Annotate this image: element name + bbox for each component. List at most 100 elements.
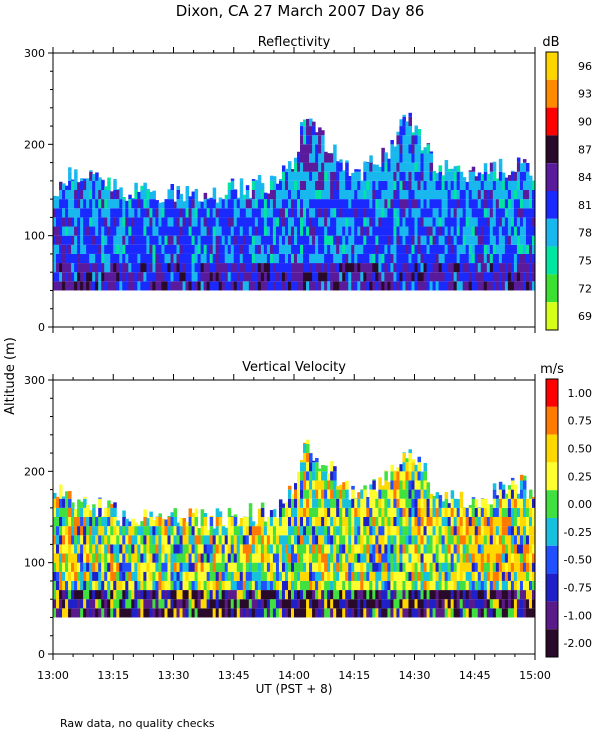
heatmap-cell xyxy=(504,226,509,236)
heatmap-cell xyxy=(432,535,437,545)
heatmap-cell xyxy=(369,217,373,227)
heatmap-cell xyxy=(321,544,325,554)
heatmap-cell xyxy=(531,553,536,563)
heatmap-cell xyxy=(200,608,205,618)
heatmap-cell xyxy=(188,562,193,572)
heatmap-cell xyxy=(287,253,292,264)
heatmap-cell xyxy=(224,590,229,600)
heatmap-cell xyxy=(200,235,205,245)
heatmap-cell xyxy=(411,190,415,200)
heatmap-cell xyxy=(327,226,331,236)
heatmap-cell xyxy=(206,272,211,282)
heatmap-cell xyxy=(245,199,250,209)
heatmap-cell xyxy=(245,208,250,218)
heatmap-cell xyxy=(272,190,277,200)
heatmap-cell xyxy=(438,165,443,172)
heatmap-cell xyxy=(384,208,388,218)
heatmap-cell xyxy=(399,526,403,536)
heatmap-cell xyxy=(495,553,500,563)
heatmap-cell xyxy=(254,190,259,200)
heatmap-cell xyxy=(351,580,355,591)
heatmap-cell xyxy=(327,217,331,227)
heatmap-cell xyxy=(363,590,367,600)
heatmap-cell xyxy=(399,235,403,245)
heatmap-cell xyxy=(113,590,117,600)
heatmap-cell xyxy=(206,217,211,227)
heatmap-cell xyxy=(339,180,343,190)
heatmap-cell xyxy=(354,171,358,181)
heatmap-cell xyxy=(80,272,84,282)
heatmap-cell xyxy=(257,571,262,581)
heatmap-cell xyxy=(248,226,253,236)
heatmap-cell xyxy=(275,244,280,254)
heatmap-cell xyxy=(525,263,530,273)
heatmap-cell xyxy=(306,544,310,554)
heatmap-cell xyxy=(77,553,81,563)
heatmap-cell xyxy=(95,199,99,209)
heatmap-cell xyxy=(294,217,298,227)
heatmap-cell xyxy=(263,608,268,618)
heatmap-cell xyxy=(254,263,259,273)
heatmap-cell xyxy=(369,162,373,172)
heatmap-cell xyxy=(441,599,446,609)
heatmap-cell xyxy=(510,571,515,581)
heatmap-cell xyxy=(224,272,229,282)
heatmap-cell xyxy=(333,480,337,490)
heatmap-cell xyxy=(254,562,259,572)
heatmap-cell xyxy=(405,199,409,209)
heatmap-cell xyxy=(194,281,199,291)
heatmap-cell xyxy=(173,217,178,227)
heatmap-cell xyxy=(435,608,440,618)
heatmap-cell xyxy=(477,517,482,527)
heatmap-cell xyxy=(396,590,400,600)
heatmap-cell xyxy=(89,217,93,227)
heatmap-cell xyxy=(471,226,476,236)
heatmap-cell xyxy=(191,208,196,218)
heatmap-cell xyxy=(342,272,346,282)
heatmap-cell xyxy=(471,608,476,618)
heatmap-cell xyxy=(92,217,96,227)
heatmap-cell xyxy=(402,590,406,600)
colorbar-swatch xyxy=(546,135,558,164)
heatmap-cell xyxy=(417,517,422,527)
heatmap-cell xyxy=(254,590,259,600)
heatmap-cell xyxy=(197,528,202,536)
heatmap-cell xyxy=(510,562,515,572)
heatmap-cell xyxy=(450,544,455,554)
heatmap-cell xyxy=(468,272,473,282)
heatmap-cell xyxy=(71,535,75,545)
heatmap-cell xyxy=(522,498,527,508)
heatmap-cell xyxy=(182,535,187,545)
heatmap-cell xyxy=(140,535,144,545)
heatmap-cell xyxy=(432,190,437,200)
heatmap-cell xyxy=(164,544,168,554)
heatmap-cell xyxy=(209,608,214,618)
heatmap-cell xyxy=(224,599,229,609)
heatmap-cell xyxy=(83,208,87,218)
heatmap-cell xyxy=(254,235,259,245)
heatmap-cell xyxy=(489,253,494,264)
heatmap-cell xyxy=(294,571,298,581)
heatmap-cell xyxy=(360,199,364,209)
heatmap-cell xyxy=(125,580,129,591)
heatmap-cell xyxy=(233,590,238,600)
heatmap-cell xyxy=(345,226,349,236)
heatmap-cell xyxy=(197,535,202,545)
heatmap-cell xyxy=(53,580,57,591)
heatmap-cell xyxy=(324,553,328,563)
heatmap-cell xyxy=(239,599,244,609)
heatmap-cell xyxy=(399,135,403,145)
heatmap-cell xyxy=(275,590,280,600)
heatmap-cell xyxy=(441,535,446,545)
heatmap-cell xyxy=(294,180,298,190)
heatmap-cell xyxy=(375,526,379,536)
heatmap-cell xyxy=(278,544,283,554)
heatmap-cell xyxy=(363,180,367,190)
heatmap-cell xyxy=(438,562,443,572)
heatmap-cell xyxy=(152,235,156,245)
heatmap-cell xyxy=(318,171,322,181)
heatmap-cell xyxy=(489,535,494,545)
heatmap-cell xyxy=(158,253,162,264)
heatmap-cell xyxy=(330,562,334,572)
